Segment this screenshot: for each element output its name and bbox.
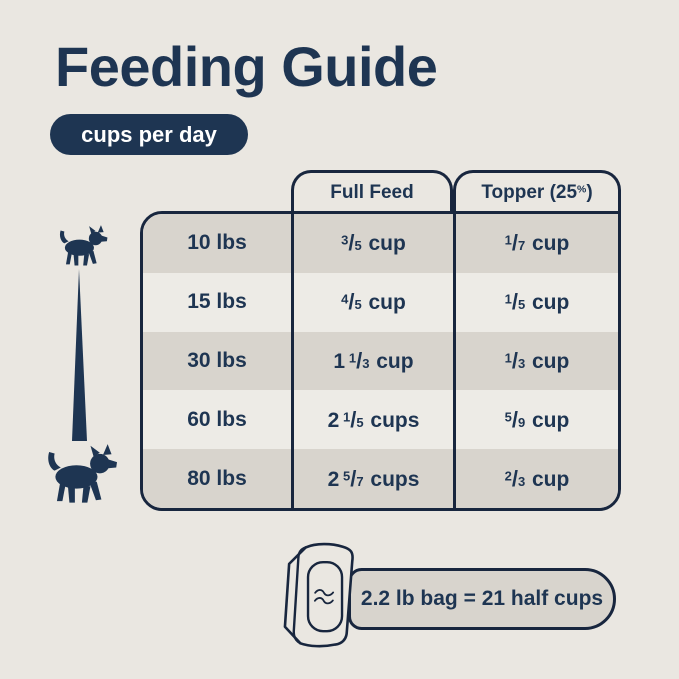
table-row: 80 lbs 2 5/7 cups 2/3 cup [143, 449, 618, 508]
table-row: 10 lbs 3/5 cup 1/7 cup [143, 214, 618, 273]
weight-cell: 80 lbs [187, 466, 247, 490]
weight-cell: 10 lbs [187, 231, 247, 255]
topper-cell: 1/7 cup [453, 214, 618, 273]
full-feed-cell: 1 1/3 cup [291, 331, 453, 391]
table-row: 60 lbs 2 1/5 cups 5/9 cup [143, 390, 618, 450]
column-header-topper: Topper (25%) [453, 170, 621, 213]
full-feed-cell: 2 5/7 cups [291, 449, 453, 508]
weight-cell: 15 lbs [187, 290, 247, 314]
table-row: 15 lbs 4/5 cup 1/5 cup [143, 272, 618, 332]
topper-cell: 5/9 cup [453, 390, 618, 450]
small-dog-icon [59, 225, 108, 266]
food-bag-icon [283, 542, 354, 648]
cups-per-day-badge-label: cups per day [81, 121, 217, 147]
full-feed-cell: 4/5 cup [291, 272, 453, 332]
topper-cell: 2/3 cup [453, 449, 618, 508]
page-title: Feeding Guide [55, 35, 438, 98]
column-header-full-feed: Full Feed [291, 170, 453, 213]
weight-cell: 30 lbs [187, 348, 247, 372]
bag-note-pill: 2.2 lb bag = 21 half cups [348, 568, 616, 630]
topper-cell: 1/5 cup [453, 272, 618, 332]
topper-cell: 1/3 cup [453, 331, 618, 391]
feeding-table: 10 lbs 3/5 cup 1/7 cup 15 lbs 4/5 cup 1/5 cu… [140, 211, 621, 511]
percent-sign: % [577, 184, 587, 196]
full-feed-cell: 2 1/5 cups [291, 390, 453, 450]
bag-note-text: 2.2 lb bag = 21 half cups [360, 587, 604, 610]
cups-per-day-badge: cups per day [50, 114, 248, 155]
size-scale-wedge-icon [72, 269, 87, 441]
column-header-topper-label: Topper (25%) [481, 182, 593, 203]
full-feed-cell: 3/5 cup [291, 214, 453, 273]
table-row: 30 lbs 1 1/3 cup 1/3 cup [143, 331, 618, 391]
weight-cell: 60 lbs [187, 407, 247, 431]
large-dog-icon [48, 444, 117, 503]
column-header-full-feed-label: Full Feed [330, 182, 414, 203]
